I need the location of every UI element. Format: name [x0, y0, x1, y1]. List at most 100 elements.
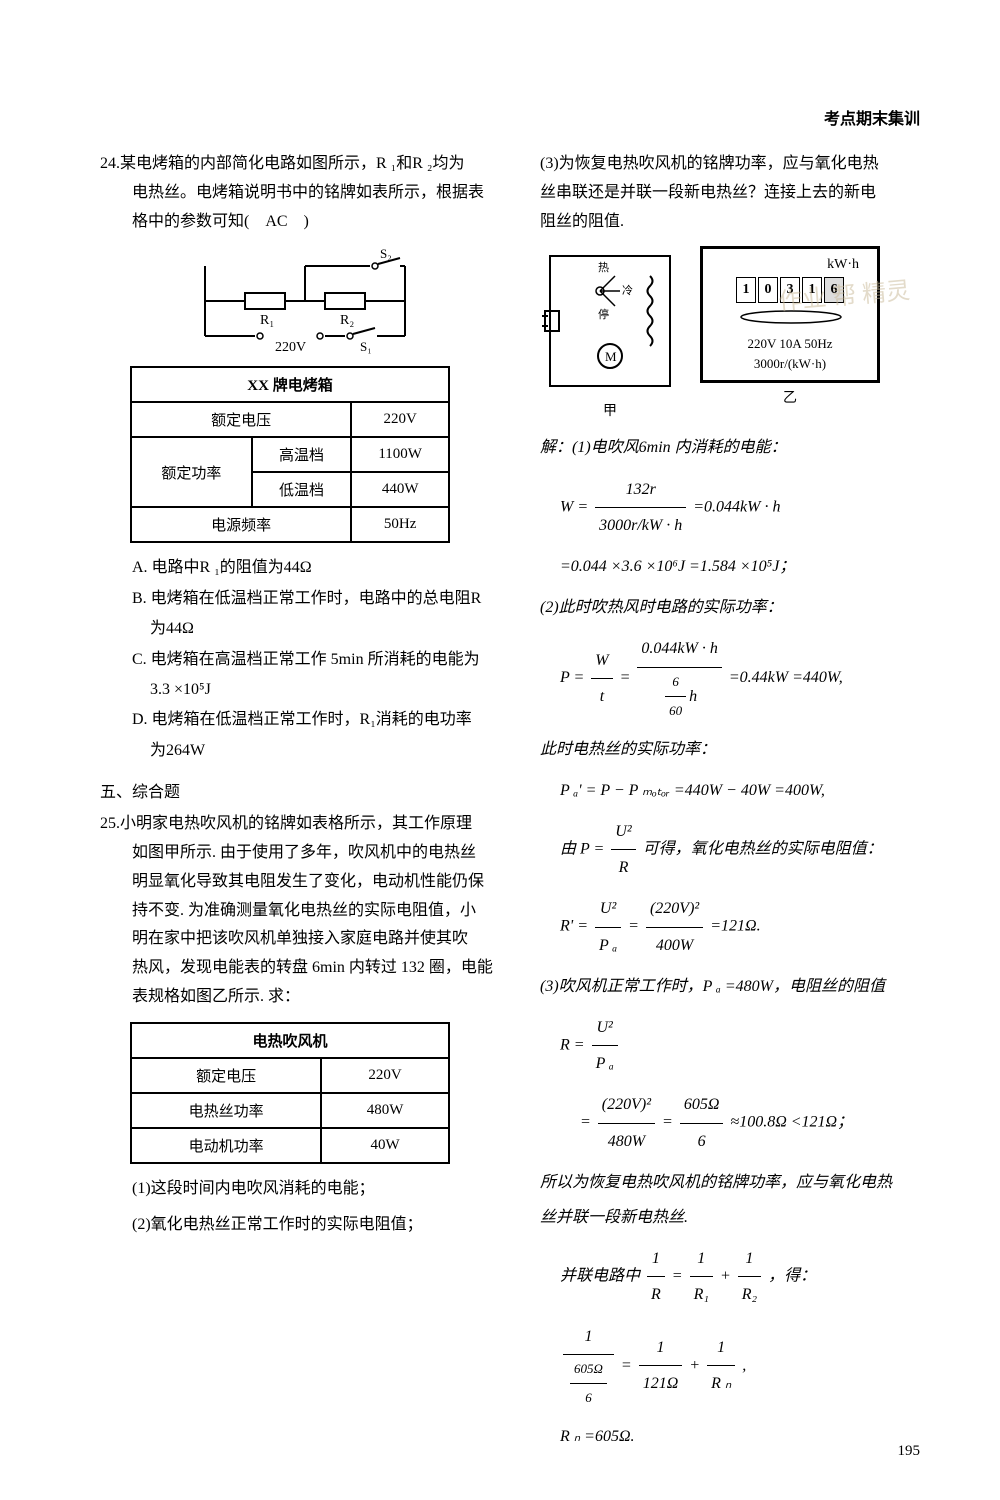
s3-e4n3: 1: [707, 1330, 735, 1366]
s3-final: R ₙ =605Ω.: [560, 1419, 940, 1454]
s3-e4m: =: [621, 1356, 632, 1373]
s3-line1: 所以为恢复电热吹风机的铭牌功率，应与氧化电热: [540, 1165, 940, 1200]
q3-l2: 丝串联还是并联一段新电热丝？连接上去的新电: [540, 179, 940, 208]
s3-1r2: 1: [738, 1241, 761, 1277]
s2-end: =0.44kW =440W,: [729, 669, 843, 686]
s2-eq3a: 由 P =: [560, 840, 604, 857]
s3-e3m: =: [672, 1268, 683, 1285]
s1-eq1b: =0.044kW · h: [693, 498, 780, 515]
s1-eq1a: W =: [560, 498, 588, 515]
s3-e4d1d: 6: [570, 1384, 607, 1413]
s2-head: (2)此时吹热风时电路的实际功率：: [540, 590, 940, 625]
s3-eq3a: 并联电路中: [560, 1268, 640, 1285]
left-column: 24.某电烤箱的内部简化电路如图所示，R ₁和R ₂均为 电热丝。电烤箱说明书中…: [100, 150, 510, 1460]
s2-t: t: [591, 679, 612, 714]
s2-W: W: [591, 643, 612, 679]
q25-stem-1: 如图甲所示. 由于使用了多年，吹风机中的电热丝: [100, 839, 510, 868]
low-val: 440W: [351, 472, 449, 507]
s3-e2end: ≈100.8Ω <121Ω；: [730, 1114, 853, 1131]
dryer-circuit-diagram: 热 冷 停 M: [540, 246, 680, 396]
q25-stem-0: 小明家电热吹风机的铭牌如表格所示，其工作原理: [120, 815, 472, 832]
s3-1r1: 1: [690, 1241, 713, 1277]
s3-e4d1n: 605Ω: [570, 1355, 607, 1385]
opt-a: A. 电路中R ₁的阻值为44Ω: [132, 553, 510, 583]
circuit-r1: R₁: [260, 313, 274, 328]
dryer-r1c0: 电热丝功率: [131, 1093, 321, 1128]
s3-e2d: 480W: [598, 1124, 655, 1159]
q25-number: 25.: [100, 815, 120, 832]
dryer-r0c1: 220V: [321, 1058, 449, 1093]
section-5-head: 五、综合题: [100, 778, 510, 802]
q24-stem-3: 格中的参数可知( AC ): [100, 208, 510, 237]
freq-label: 电源频率: [131, 507, 351, 542]
s2-num2: 0.044kW · h: [637, 631, 721, 667]
s3-1r: 1: [647, 1241, 665, 1277]
s3-e2n2: 605Ω: [680, 1087, 724, 1123]
caption-jia: 甲: [540, 400, 680, 420]
circuit-diagram: R₁ R₂ S₂ S₁ 220V: [165, 246, 445, 356]
opt-b2: 为44Ω: [132, 614, 510, 644]
s3-plus: +: [720, 1268, 731, 1285]
dryer-r2c1: 40W: [321, 1128, 449, 1163]
s3-e4end: ,: [742, 1356, 746, 1373]
opt-b1: B. 电烤箱在低温档正常工作时，电路中的总电阻R: [132, 584, 510, 614]
q3-l3: 阻丝的阻值.: [540, 208, 940, 237]
q25-subq-2: (2)氧化电热丝正常工作时的实际电阻值；: [132, 1210, 510, 1240]
s3-e2m: =: [662, 1114, 673, 1131]
s3-eq2a: =: [580, 1114, 591, 1131]
circuit-v: 220V: [275, 340, 306, 355]
s3-r2d: R₂: [738, 1277, 761, 1312]
s2-d2d: 60: [665, 697, 686, 726]
q3-l1: (3)为恢复电热吹风机的铭牌功率，应与氧化电热: [540, 150, 940, 179]
s3-e4n1: 1: [563, 1319, 614, 1355]
right-column: (3)为恢复电热吹风机的铭牌功率，应与氧化电热 丝串联还是并联一段新电热丝？连接…: [540, 150, 940, 1460]
opt-c1: C. 电烤箱在高温档正常工作 5min 所消耗的电能为: [132, 645, 510, 675]
dryer-r1c1: 480W: [321, 1093, 449, 1128]
s3-e1d: P ₐ: [592, 1046, 618, 1081]
opt-d2: 为264W: [132, 736, 510, 766]
low-label: 低温档: [252, 472, 352, 507]
s2-d2n: 6: [665, 668, 686, 698]
s3-e4d2: 121Ω: [639, 1366, 683, 1401]
q25-stem-4: 明在家中把该吹风机单独接入家庭电路并使其吹: [100, 925, 510, 954]
page-number: 195: [898, 1443, 921, 1460]
meter-line2: 3000r/(kW·h): [711, 356, 869, 372]
s2-u2: U²: [611, 814, 635, 850]
meter-line1: 220V 10A 50Hz: [711, 336, 869, 352]
opt-c2: 3.3 ×10⁵J: [132, 675, 510, 705]
s3-e2d2: 6: [680, 1124, 724, 1159]
s2-eq4a: R' =: [560, 918, 588, 935]
q24-stem-1: 某电烤箱的内部简化电路如图所示，R ₁和R ₂均为: [120, 155, 465, 172]
caption-yi: 乙: [700, 387, 880, 407]
s2-r: R: [611, 850, 635, 885]
s1-head: 解：(1)电吹风6min 内消耗的电能：: [540, 430, 940, 465]
opt-d1: D. 电烤箱在低温档正常工作时，R₁消耗的电功率: [132, 705, 510, 735]
oven-spec-table: XX 牌电烤箱 额定电压 220V 额定功率 高温档 1100W 低温档 440…: [130, 366, 450, 543]
s2-eq2: P ₐ' = P − P ₘₒₜₒᵣ =440W − 40W =400W,: [560, 773, 940, 808]
s3-e4d3: R ₙ: [707, 1366, 735, 1401]
dryer-r2c0: 电动机功率: [131, 1128, 321, 1163]
s3-e4n2: 1: [639, 1330, 683, 1366]
oven-title: XX 牌电烤箱: [131, 367, 449, 402]
meter-unit: kW·h: [711, 257, 869, 273]
s3-e2n: (220V)²: [598, 1087, 655, 1123]
diagram-row: 热 冷 停 M 甲 kW·h 1: [540, 246, 940, 420]
digit-0: 1: [736, 277, 756, 303]
rated-power-label: 额定功率: [131, 437, 252, 507]
s2-e4n1: U²: [595, 891, 621, 927]
solution-work: 解：(1)电吹风6min 内消耗的电能： W = 132r3000r/kW · …: [540, 430, 940, 1454]
s1-den: 3000r/kW · h: [595, 508, 686, 543]
s3-e1n: U²: [592, 1010, 618, 1046]
svg-text:停: 停: [598, 307, 609, 321]
high-label: 高温档: [252, 437, 352, 472]
dryer-title: 电热吹风机: [131, 1023, 449, 1058]
q24-stem-2: 电热丝。电烤箱说明书中的铭牌如表所示，根据表: [100, 179, 510, 208]
s2-eq1a: P =: [560, 669, 584, 686]
svg-text:M: M: [605, 349, 617, 364]
s1-eq2: =0.044 ×3.6 ×10⁶J =1.584 ×10⁵J；: [560, 549, 940, 584]
q25-stem-5: 热风，发现电能表的转盘 6min 内转过 132 圈，电能: [100, 954, 510, 983]
circuit-s1: S₁: [360, 339, 372, 354]
s3-r1d: R₁: [690, 1277, 713, 1312]
s3-rd: R: [647, 1277, 665, 1312]
svg-text:热: 热: [598, 261, 609, 274]
